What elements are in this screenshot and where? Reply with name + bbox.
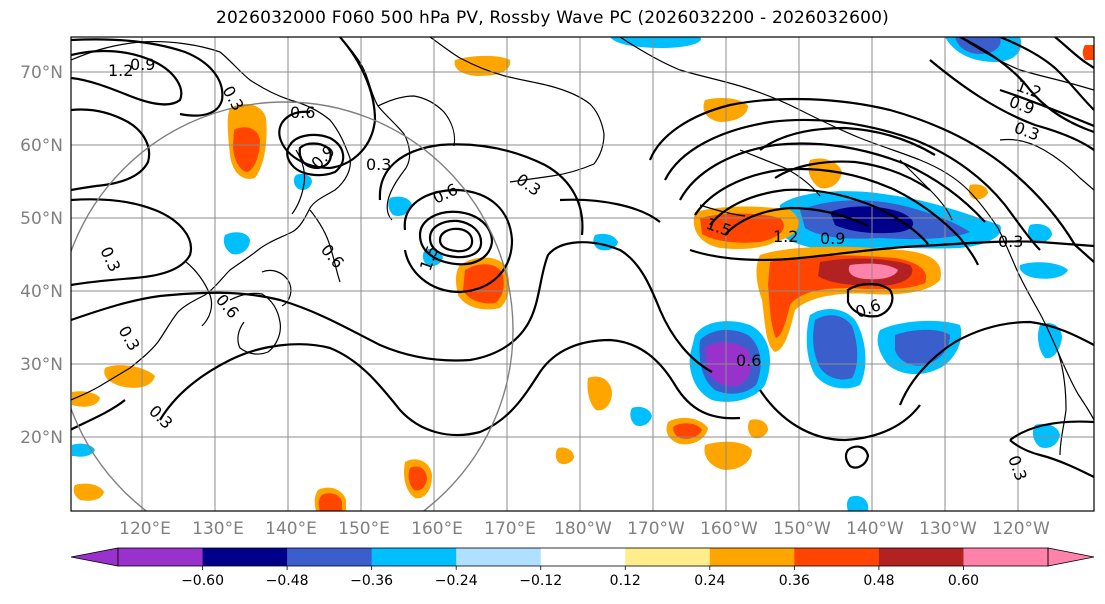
map-title: 2026032000 F060 500 hPa PV, Rossby Wave … bbox=[216, 8, 889, 28]
pv-contours bbox=[71, 37, 1094, 479]
colorbar-tick-label: −0.36 bbox=[350, 573, 393, 589]
colorbar-extend-low bbox=[70, 547, 119, 567]
contour-label: 0.9 bbox=[130, 55, 155, 74]
lon-tick-label: 140°E bbox=[265, 519, 317, 539]
lon-tick-label: 150°E bbox=[338, 519, 390, 539]
colorbar-tick-label: −0.48 bbox=[266, 573, 309, 589]
contour-label: 1.2 bbox=[108, 61, 133, 80]
lon-tick-label: 120°E bbox=[119, 519, 171, 539]
contour-label: 0.3 bbox=[998, 232, 1023, 251]
lat-tick-label: 20°N bbox=[20, 428, 63, 448]
lon-tick-label: 130°E bbox=[192, 519, 244, 539]
lon-tick-label: 120°W bbox=[992, 519, 1050, 539]
contour-label: 0.3 bbox=[366, 155, 391, 174]
lon-tick-label: 180°W bbox=[554, 519, 612, 539]
contour-label: 0.6 bbox=[736, 351, 761, 370]
colorbar-swatch bbox=[287, 548, 373, 566]
lon-tick-label: 160°E bbox=[411, 519, 463, 539]
contour-label: 0.9 bbox=[820, 229, 845, 248]
colorbar-tick-label: 0.36 bbox=[779, 573, 810, 589]
colorbar-tick-label: 0.12 bbox=[610, 573, 641, 589]
colorbar-swatch bbox=[963, 548, 1049, 566]
colorbar-swatch bbox=[878, 548, 964, 566]
colorbar-swatch bbox=[202, 548, 288, 566]
colorbar-tick-label: 0.48 bbox=[863, 573, 894, 589]
colorbar-tick-label: 0.60 bbox=[948, 573, 979, 589]
lat-tick-label: 40°N bbox=[20, 282, 63, 302]
colorbar-tick-label: 0.24 bbox=[694, 573, 725, 589]
lat-tick-label: 60°N bbox=[20, 136, 63, 156]
lon-tick-label: 170°W bbox=[627, 519, 685, 539]
colorbar-swatch bbox=[709, 548, 795, 566]
colorbar-extend-high bbox=[1047, 547, 1095, 567]
colorbar-swatch bbox=[456, 548, 542, 566]
longitude-labels: 120°E 130°E 140°E 150°E 160°E 170°E 180°W 170°W… bbox=[119, 519, 1050, 539]
lat-tick-label: 50°N bbox=[20, 209, 63, 229]
lon-tick-label: 140°W bbox=[846, 519, 904, 539]
latitude-labels: 70°N 60°N 50°N 40°N 30°N 20°N bbox=[20, 63, 63, 448]
colorbar-tick-label: −0.12 bbox=[519, 573, 562, 589]
colorbar-swatch bbox=[625, 548, 711, 566]
great-circle-ring bbox=[71, 101, 514, 511]
lon-tick-label: 170°E bbox=[484, 519, 536, 539]
graticule bbox=[71, 37, 1094, 511]
lon-tick-label: 150°W bbox=[773, 519, 831, 539]
colorbar-tick-label: −0.24 bbox=[435, 573, 478, 589]
contour-label: 1.2 bbox=[773, 227, 798, 246]
colorbar: −0.60 −0.48 −0.36 −0.24 −0.12 0.12 0.24 0.36 0.4… bbox=[70, 547, 1095, 589]
colorbar-swatch bbox=[540, 548, 626, 566]
colorbar-swatch bbox=[794, 548, 880, 566]
colorbar-outline bbox=[117, 547, 1049, 567]
colorbar-swatch bbox=[371, 548, 457, 566]
map-frame bbox=[70, 36, 1095, 512]
lon-tick-label: 160°W bbox=[700, 519, 758, 539]
colorbar-tick-label: −0.60 bbox=[181, 573, 224, 589]
lon-tick-label: 130°W bbox=[919, 519, 977, 539]
colorbar-swatch bbox=[118, 548, 204, 566]
lat-tick-label: 70°N bbox=[20, 63, 63, 83]
lat-tick-label: 30°N bbox=[20, 355, 63, 375]
contour-label: 0.6 bbox=[290, 103, 315, 122]
